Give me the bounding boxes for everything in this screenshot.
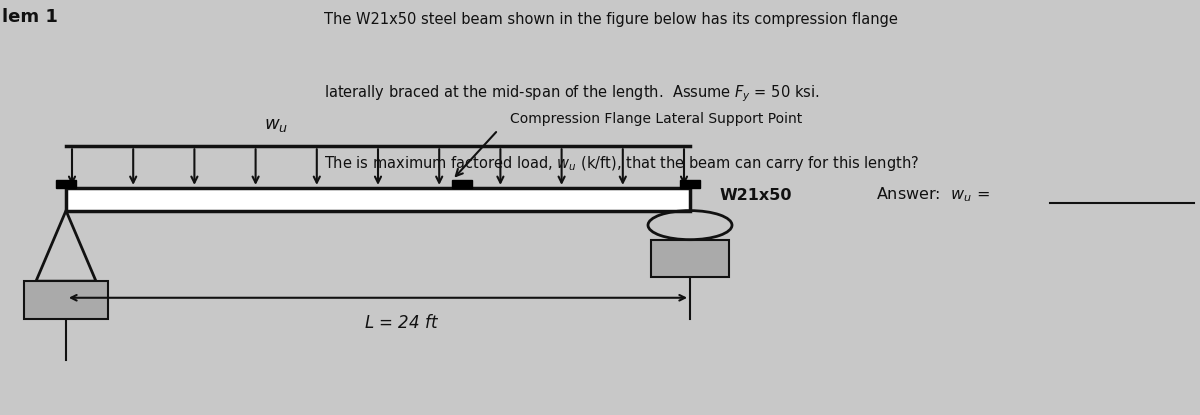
Polygon shape — [56, 180, 76, 188]
Polygon shape — [452, 180, 472, 188]
Text: lem 1: lem 1 — [2, 8, 59, 26]
Polygon shape — [24, 281, 108, 319]
Text: W21x50: W21x50 — [720, 188, 792, 203]
Polygon shape — [680, 180, 700, 188]
Text: Compression Flange Lateral Support Point: Compression Flange Lateral Support Point — [510, 112, 803, 126]
Polygon shape — [650, 240, 728, 277]
Text: Answer:  $w_u$ =: Answer: $w_u$ = — [876, 186, 990, 205]
Text: laterally braced at the mid-span of the length.  Assume $F_y$ = 50 ksi.: laterally braced at the mid-span of the … — [324, 83, 820, 104]
Text: $w_u$: $w_u$ — [264, 116, 288, 134]
Polygon shape — [66, 188, 690, 211]
Text: The is maximum factored load, $w_u$ (k/ft), that the beam can carry for this len: The is maximum factored load, $w_u$ (k/f… — [324, 154, 919, 173]
Text: $L$ = 24 ft: $L$ = 24 ft — [365, 315, 439, 332]
Text: The W21x50 steel beam shown in the figure below has its compression flange: The W21x50 steel beam shown in the figur… — [324, 12, 898, 27]
